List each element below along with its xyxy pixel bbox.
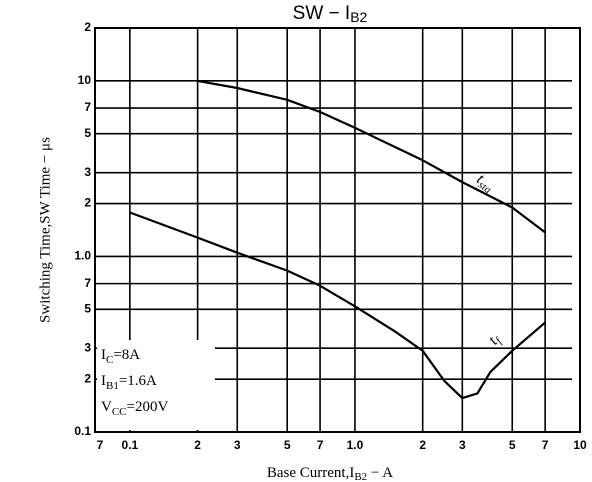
y-tick-label: 5	[84, 126, 91, 140]
x-tick-label: 5	[509, 438, 516, 452]
x-tick-label: 3	[234, 438, 241, 452]
y-tick-label: 2	[84, 196, 91, 210]
condition: VCC=200V	[101, 399, 168, 417]
x-tick-label: 2	[194, 438, 201, 452]
x-label-rest: − A	[367, 465, 393, 481]
y-tick-label: 2	[84, 20, 91, 34]
series-name-sub: f	[493, 334, 505, 346]
series-label: tf	[485, 330, 506, 349]
x-tick-label: 7	[542, 438, 549, 452]
y-tick-label: 3	[84, 340, 91, 354]
series-line	[129, 211, 546, 400]
y-tick-label: 7	[84, 276, 91, 290]
condition-rest: =200V	[127, 399, 169, 415]
x-tick-label: 10	[573, 438, 587, 452]
condition: IC=8A	[101, 347, 140, 365]
y-tick-label: 0.1	[74, 424, 91, 438]
y-tick-label: 7	[84, 100, 91, 114]
y-tick-label: 3	[84, 165, 91, 179]
y-axis-label: Switching Time,SW Time − μs	[37, 137, 53, 323]
condition-main: I	[101, 347, 106, 363]
title-sub: B2	[350, 9, 367, 25]
x-tick-label: 2	[419, 438, 426, 452]
condition-sub: C	[106, 354, 113, 366]
condition-main: I	[101, 373, 106, 389]
x-label-main: Base Current,I	[267, 465, 354, 481]
x-tick-label: 7	[97, 438, 104, 452]
chart-title: SW − IB2	[293, 3, 368, 25]
x-tick-label: 7	[317, 438, 324, 452]
title-main: SW − I	[293, 3, 351, 24]
series-label: tstg	[473, 170, 498, 196]
x-tick-label: 0.1	[122, 438, 139, 452]
conditions-box	[97, 340, 215, 430]
y-tick-label: 10	[78, 73, 92, 87]
series-line	[197, 79, 546, 234]
condition-sub: B1	[106, 380, 119, 392]
condition-rest: =1.6A	[119, 373, 157, 389]
y-tick-label: 1.0	[74, 249, 91, 263]
y-tick-label: 2	[84, 371, 91, 385]
plot-frame	[94, 27, 581, 433]
x-tick-label: 1.0	[347, 438, 364, 452]
y-tick-label: 5	[84, 301, 91, 315]
condition-main: V	[101, 399, 112, 415]
condition-rest: =8A	[113, 347, 140, 363]
condition: IB1=1.6A	[101, 373, 157, 391]
x-label-sub: B2	[354, 471, 367, 482]
x-tick-label: 3	[459, 438, 466, 452]
x-axis-label: Base Current,IB2 − A	[267, 465, 393, 482]
condition-sub: CC	[112, 406, 127, 418]
x-tick-label: 5	[284, 438, 291, 452]
